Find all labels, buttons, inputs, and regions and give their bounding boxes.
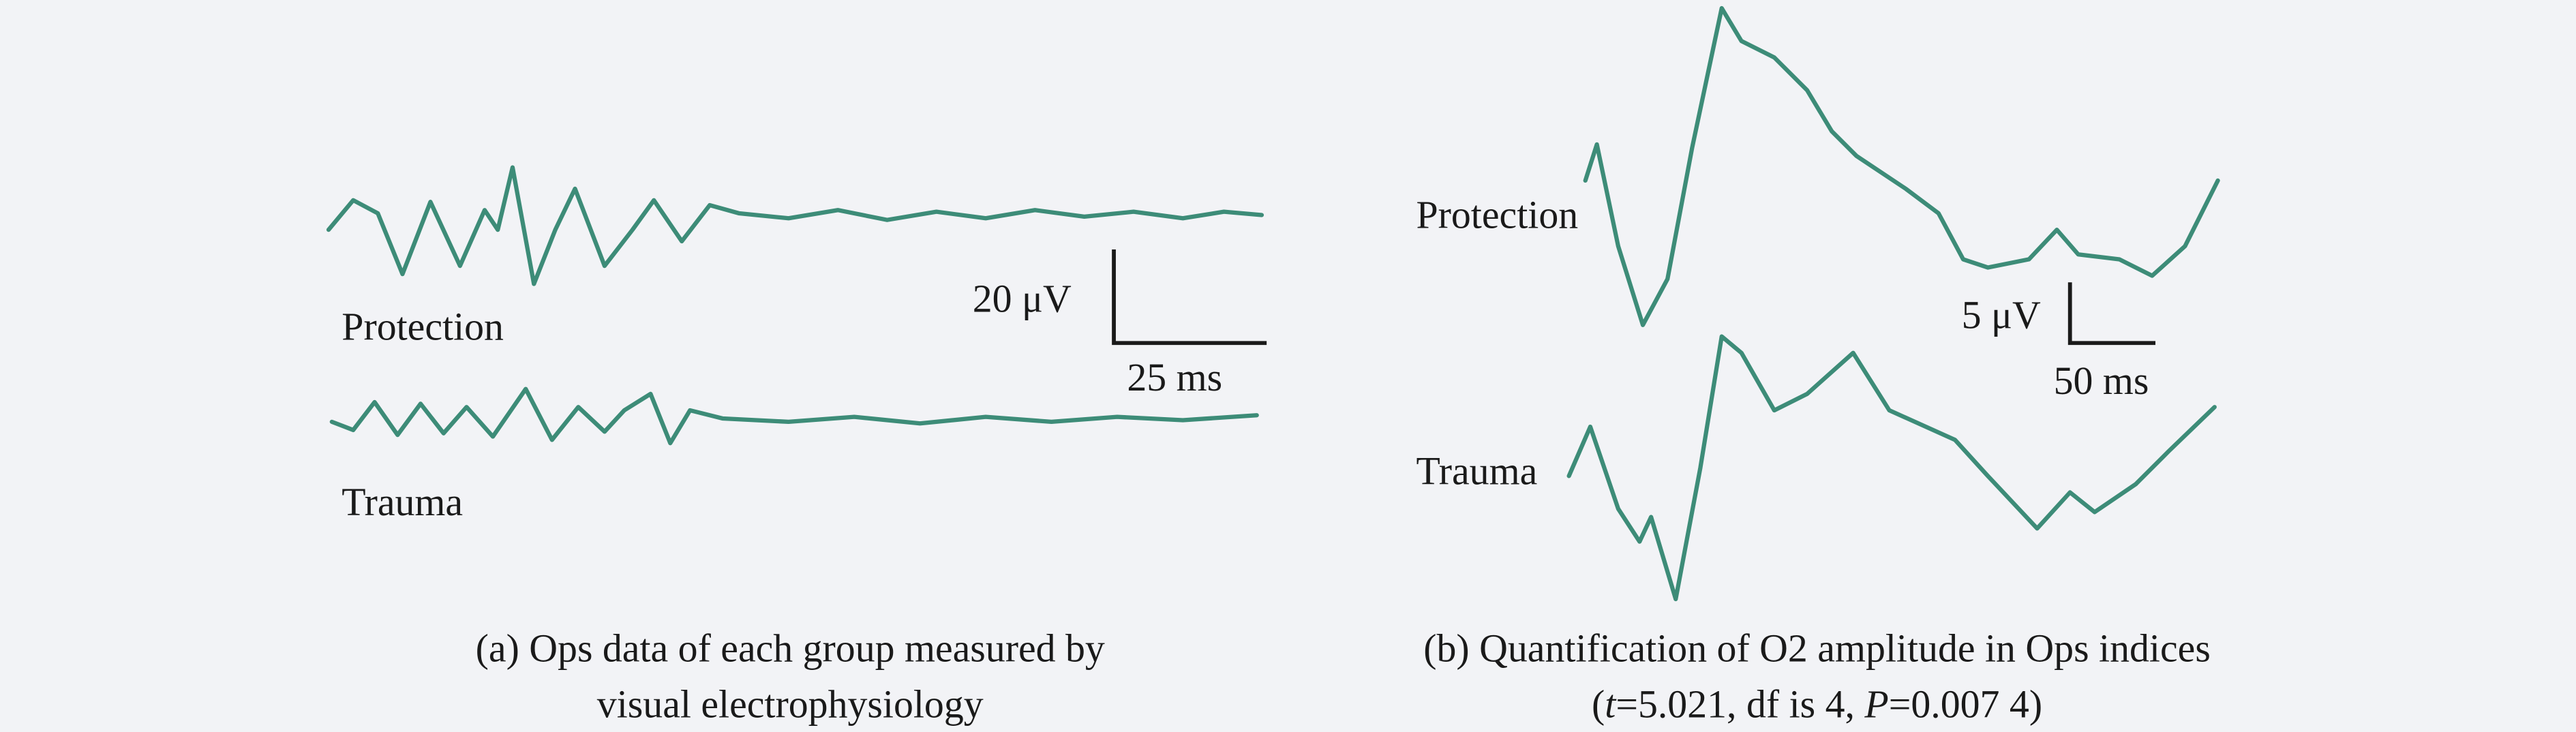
label-trauma-a: Trauma	[342, 480, 463, 524]
caption-a-line1: (a) Ops data of each group measured by	[476, 626, 1105, 670]
scale-bar-b	[2067, 282, 2156, 346]
trace-protection-b	[1583, 5, 2220, 327]
scale-time-a: 25 ms	[1127, 355, 1222, 399]
scale-bar-a	[1112, 249, 1267, 346]
caption-a-line2: visual electrophysiology	[597, 682, 984, 726]
caption-part: =0.007 4)	[1889, 682, 2042, 726]
scale-voltage-b: 5 μV	[1962, 293, 2041, 337]
scale-time-b: 50 ms	[2054, 359, 2149, 403]
scale-voltage-a: 20 μV	[973, 277, 1072, 321]
caption-part: P	[1864, 682, 1888, 726]
caption-part: =5.021, df is 4,	[1616, 682, 1864, 726]
trace-trauma-b	[1566, 334, 2217, 602]
caption-part: (	[1592, 682, 1605, 726]
trace-trauma-a	[329, 386, 1259, 446]
trace-protection-a	[326, 165, 1264, 286]
caption-b-line2: (t=5.021, df is 4, P=0.007 4)	[1592, 682, 2042, 726]
caption-b-line1: (b) Quantification of O2 amplitude in Op…	[1423, 626, 2211, 670]
label-protection-a: Protection	[342, 304, 504, 348]
label-protection-b: Protection	[1416, 193, 1578, 237]
caption-part: t	[1605, 682, 1617, 726]
label-trauma-b: Trauma	[1416, 448, 1537, 493]
